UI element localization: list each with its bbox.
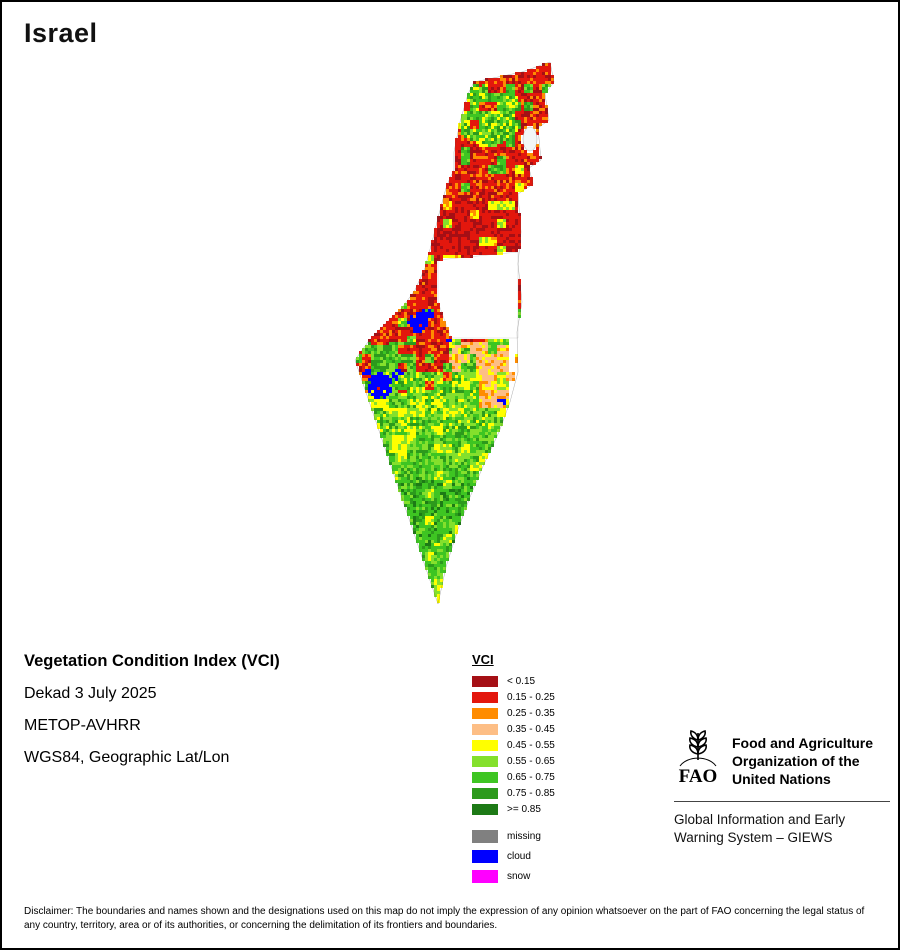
legend-swatch <box>472 772 498 783</box>
legend-label: >= 0.85 <box>507 804 541 815</box>
footer-divider <box>674 800 890 802</box>
map-info-block: Vegetation Condition Index (VCI) Dekad 3… <box>24 652 354 781</box>
legend-label: 0.75 - 0.85 <box>507 788 555 799</box>
legend-label: 0.25 - 0.35 <box>507 708 555 719</box>
vci-map <box>342 52 572 622</box>
legend-title: VCI <box>472 652 494 667</box>
legend-label: cloud <box>507 851 531 862</box>
legend-label: 0.55 - 0.65 <box>507 756 555 767</box>
legend-row: 0.55 - 0.65 <box>472 756 622 767</box>
legend-row: missing <box>472 830 622 843</box>
map-info-heading: Vegetation Condition Index (VCI) <box>24 652 280 670</box>
legend-swatch <box>472 756 498 767</box>
legend-row: 0.25 - 0.35 <box>472 708 622 719</box>
legend-label: snow <box>507 871 531 882</box>
legend-swatch <box>472 870 498 883</box>
legend-row: 0.75 - 0.85 <box>472 788 622 799</box>
legend-swatch <box>472 740 498 751</box>
legend-extra-list: missing cloud snow <box>472 830 622 883</box>
svg-text:FAO: FAO <box>679 766 718 787</box>
legend-label: 0.15 - 0.25 <box>507 692 555 703</box>
legend-class-list: < 0.15 0.15 - 0.25 0.25 - 0.35 0.35 - 0.45 0… <box>472 676 622 815</box>
fao-block: FAO Food and Agriculture Organization of… <box>674 730 890 847</box>
fao-logo-icon: FAO <box>679 730 718 787</box>
legend-row: >= 0.85 <box>472 804 622 815</box>
legend-swatch <box>472 788 498 799</box>
legend-swatch <box>472 830 498 843</box>
legend-swatch <box>472 676 498 687</box>
legend-swatch <box>472 850 498 863</box>
legend-row: 0.35 - 0.45 <box>472 724 622 735</box>
disclaimer-text: Disclaimer: The boundaries and names sho… <box>24 906 865 931</box>
legend-swatch <box>472 692 498 703</box>
legend-label: missing <box>507 831 541 842</box>
legend: VCI < 0.15 0.15 - 0.25 0.25 - 0.35 0.35 - 0… <box>472 652 622 890</box>
map-info-projection: WGS84, Geographic Lat/Lon <box>24 749 230 766</box>
legend-label: 0.35 - 0.45 <box>507 724 555 735</box>
page-title: Israel <box>24 18 98 48</box>
legend-label: < 0.15 <box>507 676 536 687</box>
legend-row: 0.15 - 0.25 <box>472 692 622 703</box>
legend-label: 0.45 - 0.55 <box>507 740 555 751</box>
legend-label: 0.65 - 0.75 <box>507 772 555 783</box>
map-info-sensor: METOP-AVHRR <box>24 717 141 734</box>
legend-swatch <box>472 804 498 815</box>
legend-row: cloud <box>472 850 622 863</box>
map-canvas <box>342 52 572 622</box>
legend-row: snow <box>472 870 622 883</box>
fao-org-name: Food and Agriculture Organization of the… <box>732 735 874 788</box>
giews-label: Global Information and Early Warning Sys… <box>674 811 846 845</box>
legend-row: < 0.15 <box>472 676 622 687</box>
legend-swatch <box>472 724 498 735</box>
map-info-dekad: Dekad 3 July 2025 <box>24 685 157 702</box>
legend-row: 0.45 - 0.55 <box>472 740 622 751</box>
legend-row: 0.65 - 0.75 <box>472 772 622 783</box>
legend-swatch <box>472 708 498 719</box>
